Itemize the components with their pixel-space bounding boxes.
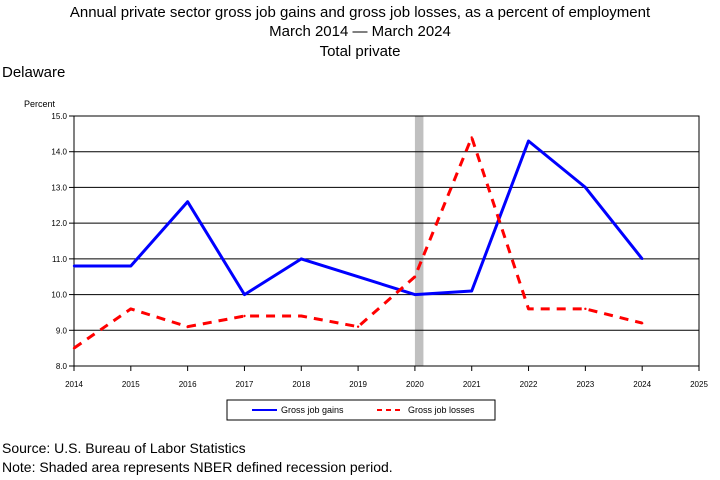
x-tick-label: 2015 bbox=[122, 380, 140, 389]
chart-title: Annual private sector gross job gains an… bbox=[69, 4, 651, 21]
series-line-losses bbox=[73, 135, 643, 350]
legend-label-losses: Gross job losses bbox=[408, 405, 475, 415]
legend: Gross job gains Gross job losses bbox=[226, 399, 496, 421]
x-tick-label: 2021 bbox=[463, 380, 481, 389]
y-tick-label: 12.0 bbox=[51, 219, 67, 228]
y-tick-label: 8.0 bbox=[56, 362, 68, 371]
data-point-losses bbox=[186, 325, 189, 328]
series-line-gains bbox=[74, 139, 644, 297]
y-axis-label: Percent bbox=[24, 99, 56, 109]
data-point-losses bbox=[356, 325, 360, 328]
y-tick-label: 13.0 bbox=[51, 183, 67, 192]
data-point-losses bbox=[640, 321, 644, 325]
x-tick-label: 2019 bbox=[349, 380, 367, 389]
data-point-gains bbox=[186, 200, 189, 203]
y-tick-label: 15.0 bbox=[51, 112, 67, 121]
x-tick-label: 2018 bbox=[292, 380, 310, 389]
x-tick-label: 2017 bbox=[236, 380, 254, 389]
data-point-losses bbox=[413, 275, 417, 278]
data-point-gains bbox=[640, 257, 644, 261]
recession-shading bbox=[414, 116, 424, 366]
chart-subtitle-dates: March 2014 — March 2024 bbox=[269, 23, 451, 40]
y-tick-label: 14.0 bbox=[51, 148, 67, 157]
data-point-gains bbox=[356, 275, 360, 278]
data-point-losses bbox=[300, 314, 303, 318]
x-tick-label: 2024 bbox=[633, 380, 651, 389]
data-point-losses bbox=[470, 136, 473, 139]
data-point-losses bbox=[584, 307, 587, 311]
x-tick-label: 2016 bbox=[179, 380, 197, 389]
plot-frame bbox=[73, 115, 700, 367]
chart-subtitle-industry: Total private bbox=[319, 43, 401, 60]
legend-box bbox=[226, 399, 496, 421]
y-tick-label: 10.0 bbox=[51, 291, 67, 300]
y-tick-label: 11.0 bbox=[52, 255, 68, 264]
data-point-gains bbox=[584, 186, 587, 189]
recession-note: Note: Shaded area represents NBER define… bbox=[2, 459, 393, 475]
data-point-gains bbox=[129, 264, 133, 268]
x-tick-label: 2022 bbox=[520, 380, 538, 389]
source-note: Source: U.S. Bureau of Labor Statistics bbox=[2, 440, 246, 456]
data-point-losses bbox=[243, 314, 246, 318]
data-point-losses bbox=[527, 307, 530, 311]
data-point-gains bbox=[300, 257, 303, 261]
x-tick-label: 2014 bbox=[65, 380, 83, 389]
x-tick-label: 2023 bbox=[576, 380, 594, 389]
data-point-gains bbox=[527, 139, 530, 143]
x-tick-label: 2025 bbox=[690, 380, 708, 389]
data-point-gains bbox=[243, 293, 246, 296]
data-point-gains bbox=[413, 293, 417, 296]
region-label: Delaware bbox=[2, 64, 66, 81]
data-point-gains bbox=[72, 264, 76, 268]
line-chart: 8.0 9.0 10.0 11.0 12.0 13.0 14.0 15.0 2014 2015 20… bbox=[24, 99, 708, 421]
data-point-gains bbox=[470, 289, 473, 293]
data-point-losses bbox=[129, 307, 133, 311]
x-tick-label: 2020 bbox=[406, 380, 424, 389]
y-tick-label: 9.0 bbox=[56, 326, 68, 335]
data-point-losses bbox=[72, 346, 76, 350]
legend-label-gains: Gross job gains bbox=[281, 405, 344, 415]
